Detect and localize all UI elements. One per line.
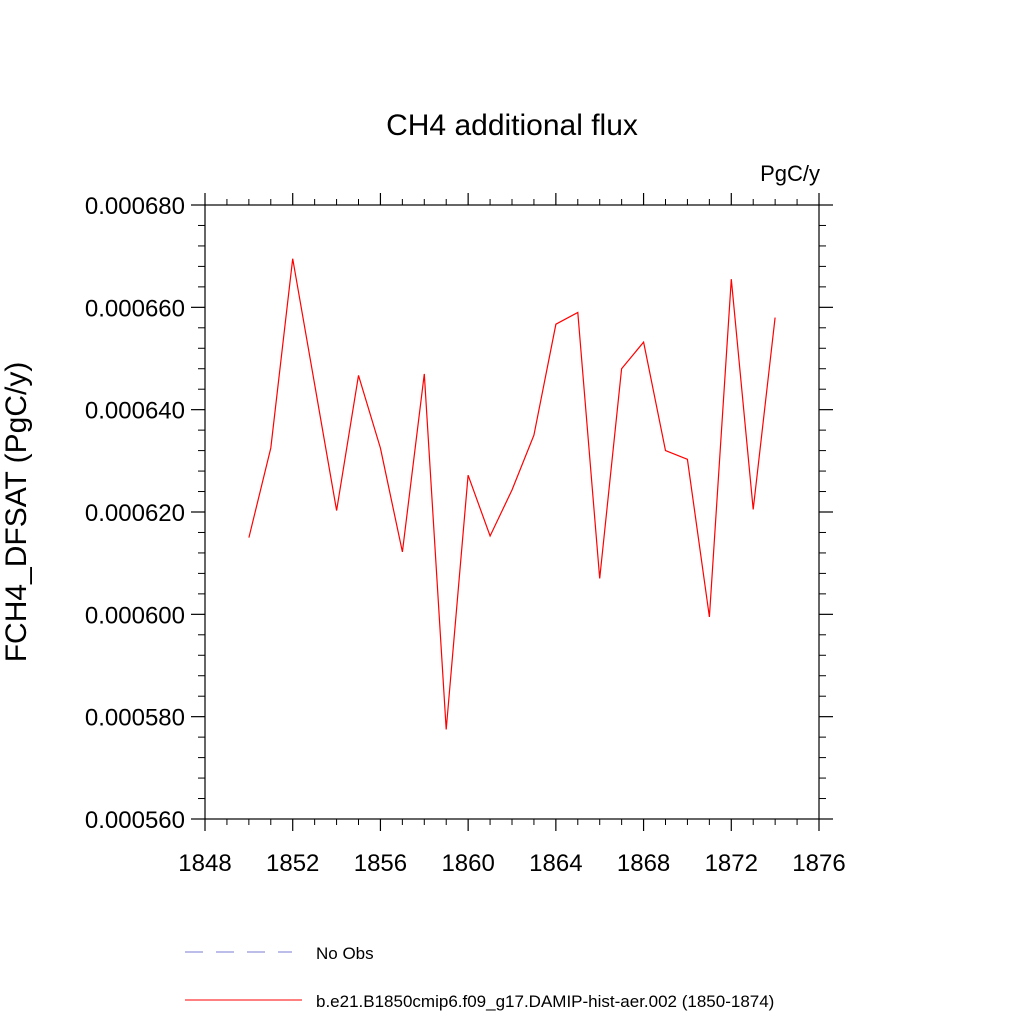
chart-title: CH4 additional flux xyxy=(386,109,638,142)
y-tick-label: 0.000660 xyxy=(85,295,185,322)
x-tick-label: 1872 xyxy=(705,850,758,877)
y-tick-label: 0.000560 xyxy=(85,807,185,834)
axis-tick-labels: 1848 1852 1856 1860 1864 1868 1872 1876 0.000560… xyxy=(85,193,846,877)
y-axis-label: FCH4_DFSAT (PgC/y) xyxy=(0,362,33,663)
x-tick-label: 1864 xyxy=(529,850,582,877)
axis-ticks xyxy=(191,193,833,831)
x-tick-label: 1876 xyxy=(792,850,845,877)
x-tick-label: 1848 xyxy=(178,850,231,877)
y-tick-label: 0.000620 xyxy=(85,500,185,527)
units-label: PgC/y xyxy=(760,161,820,186)
y-tick-label: 0.000600 xyxy=(85,602,185,629)
legend-label: b.e21.B1850cmip6.f09_g17.DAMIP-hist-aer.… xyxy=(316,992,774,1011)
series-layer xyxy=(248,258,776,730)
series-line-0 xyxy=(248,258,776,730)
legend: No Obs b.e21.B1850cmip6.f09_g17.DAMIP-his… xyxy=(185,944,774,1011)
x-tick-label: 1860 xyxy=(441,850,494,877)
x-tick-label: 1868 xyxy=(617,850,670,877)
y-tick-label: 0.000580 xyxy=(85,705,185,732)
x-tick-label: 1852 xyxy=(266,850,319,877)
y-tick-label: 0.000640 xyxy=(85,398,185,425)
plot-frame xyxy=(204,204,820,820)
legend-label: No Obs xyxy=(316,944,374,963)
x-tick-label: 1856 xyxy=(354,850,407,877)
y-tick-label: 0.000680 xyxy=(85,193,185,220)
